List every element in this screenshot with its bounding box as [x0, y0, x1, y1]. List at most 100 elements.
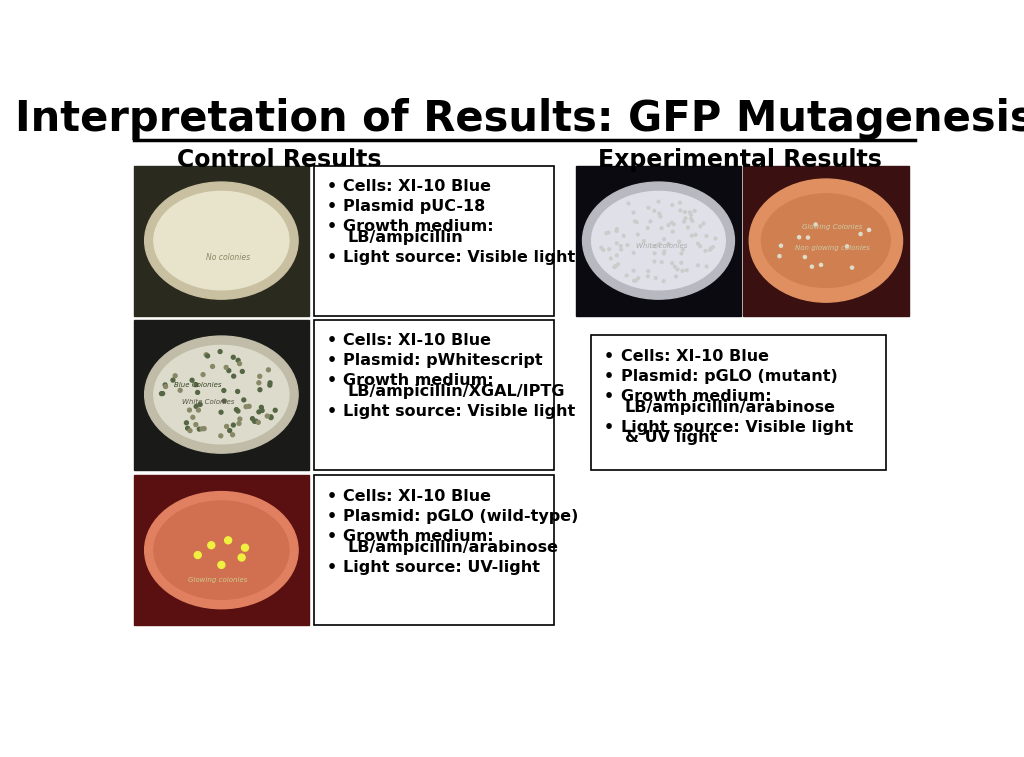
Circle shape — [171, 378, 175, 382]
Text: •: • — [327, 333, 337, 348]
Text: LB/ampicillin/arabinose: LB/ampicillin/arabinose — [347, 540, 558, 555]
Circle shape — [634, 220, 636, 223]
Circle shape — [626, 274, 628, 277]
Text: •: • — [604, 389, 614, 403]
Circle shape — [268, 381, 272, 385]
Circle shape — [663, 238, 666, 241]
Circle shape — [846, 245, 849, 248]
Text: •: • — [327, 509, 337, 524]
Ellipse shape — [750, 179, 902, 302]
Circle shape — [693, 210, 696, 212]
Text: Growth medium:: Growth medium: — [621, 389, 771, 403]
Circle shape — [251, 416, 254, 421]
Circle shape — [694, 233, 697, 236]
Bar — [134, 475, 308, 625]
Circle shape — [667, 242, 670, 245]
Circle shape — [615, 229, 618, 232]
Ellipse shape — [583, 182, 734, 299]
Circle shape — [647, 207, 650, 209]
Circle shape — [684, 217, 687, 220]
Bar — [592, 335, 886, 469]
Text: •: • — [327, 354, 337, 369]
Circle shape — [656, 244, 659, 247]
Circle shape — [201, 372, 205, 376]
Circle shape — [660, 227, 663, 229]
Circle shape — [208, 542, 215, 549]
Text: & UV light: & UV light — [625, 431, 717, 445]
Text: Growth medium:: Growth medium: — [343, 529, 494, 544]
Bar — [314, 475, 554, 625]
Text: White Colonies: White Colonies — [181, 400, 234, 406]
Circle shape — [691, 220, 694, 223]
Circle shape — [698, 245, 701, 248]
Text: •: • — [327, 220, 337, 235]
Circle shape — [642, 240, 645, 242]
Text: LB/ampicillin: LB/ampicillin — [347, 230, 463, 245]
Circle shape — [204, 353, 208, 357]
Circle shape — [671, 262, 674, 265]
Text: •: • — [604, 369, 614, 384]
Text: Cells: XI-10 Blue: Cells: XI-10 Blue — [343, 179, 492, 195]
Circle shape — [689, 217, 692, 220]
Circle shape — [227, 369, 230, 372]
Text: Blue Colonies: Blue Colonies — [174, 382, 221, 388]
Circle shape — [653, 210, 655, 212]
Circle shape — [658, 212, 660, 215]
Ellipse shape — [154, 345, 289, 444]
Circle shape — [709, 248, 712, 251]
Circle shape — [819, 263, 822, 266]
Circle shape — [266, 368, 270, 372]
Circle shape — [663, 280, 665, 282]
Circle shape — [607, 231, 610, 234]
Circle shape — [646, 226, 649, 229]
Circle shape — [627, 202, 630, 205]
Circle shape — [238, 362, 242, 366]
Circle shape — [810, 265, 813, 268]
Circle shape — [195, 404, 198, 408]
Bar — [134, 319, 308, 469]
Text: LB/ampicillin/XGAL/IPTG: LB/ampicillin/XGAL/IPTG — [347, 385, 565, 399]
Circle shape — [663, 252, 666, 255]
Text: Plasmid: pWhitescript: Plasmid: pWhitescript — [343, 354, 543, 369]
Circle shape — [607, 248, 610, 251]
Circle shape — [674, 265, 676, 268]
Circle shape — [613, 266, 615, 269]
Circle shape — [714, 237, 717, 240]
Circle shape — [605, 232, 607, 235]
Circle shape — [260, 409, 264, 413]
Circle shape — [702, 222, 705, 225]
Circle shape — [779, 245, 782, 248]
Circle shape — [649, 220, 652, 223]
Text: Light source: Visible light: Light source: Visible light — [343, 251, 575, 265]
Circle shape — [626, 244, 629, 247]
Circle shape — [236, 390, 240, 394]
Circle shape — [633, 279, 636, 282]
Circle shape — [632, 251, 635, 254]
Circle shape — [196, 391, 200, 394]
Circle shape — [705, 250, 707, 252]
Circle shape — [689, 213, 692, 217]
Ellipse shape — [144, 336, 298, 453]
Circle shape — [163, 383, 167, 387]
Circle shape — [237, 358, 240, 363]
Circle shape — [696, 242, 699, 245]
Circle shape — [253, 419, 256, 423]
Circle shape — [682, 248, 684, 251]
Text: •: • — [327, 373, 337, 388]
Circle shape — [194, 422, 198, 426]
Circle shape — [256, 420, 260, 424]
Circle shape — [632, 269, 635, 272]
Circle shape — [673, 223, 675, 226]
Circle shape — [615, 228, 618, 230]
Circle shape — [688, 211, 691, 213]
Circle shape — [635, 279, 637, 282]
Circle shape — [238, 417, 242, 421]
Circle shape — [646, 275, 649, 278]
Circle shape — [190, 416, 195, 419]
Text: Cells: XI-10 Blue: Cells: XI-10 Blue — [343, 333, 492, 348]
Circle shape — [615, 242, 618, 245]
Circle shape — [671, 204, 674, 207]
Ellipse shape — [154, 192, 289, 290]
Circle shape — [199, 403, 202, 407]
Circle shape — [258, 388, 262, 391]
